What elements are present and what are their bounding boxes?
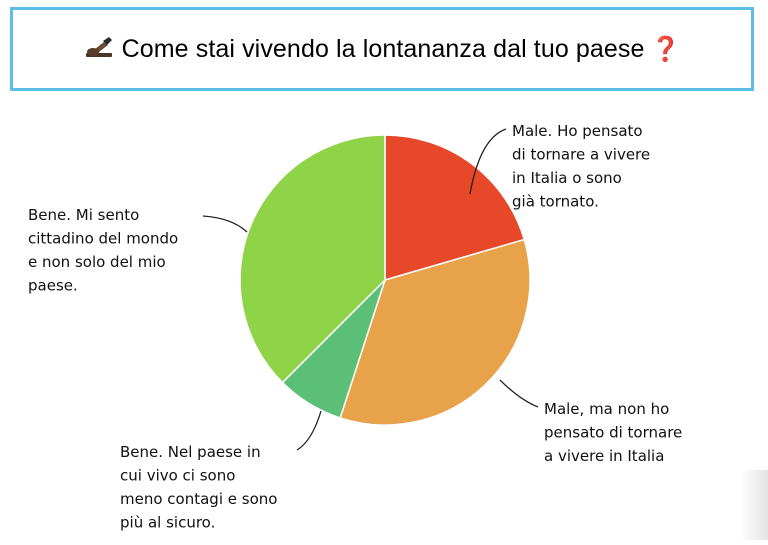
pie-slice-4 xyxy=(239,134,386,384)
edge-shadow xyxy=(740,470,768,540)
leader-line-4 xyxy=(202,215,248,233)
writing-hand-icon xyxy=(84,36,114,62)
slice-label-3: Bene. Nel paese in cui vivo ci sono meno c… xyxy=(120,443,277,532)
slice-label-2: Male, ma non ho pensato di tornare a viver… xyxy=(544,400,682,465)
title-row: Come stai vivendo la lontananza dal tuo … xyxy=(84,34,681,64)
pie-chart: Male. Ho pensato di tornare a vivere in It… xyxy=(28,122,682,532)
slice-label-1: Male. Ho pensato di tornare a vivere in It… xyxy=(512,122,650,211)
pie-slice-2 xyxy=(339,238,531,426)
pie-slice-1 xyxy=(384,134,526,281)
slice-label-4: Bene. Mi sento cittadino del mondo e non s… xyxy=(28,206,178,295)
chart-title: Come stai vivendo la lontananza dal tuo … xyxy=(121,34,645,63)
leader-line-2 xyxy=(499,379,539,408)
leader-line-3 xyxy=(296,410,322,451)
question-mark-icon: ❓ xyxy=(650,35,681,63)
title-box: Come stai vivendo la lontananza dal tuo … xyxy=(10,7,754,91)
pie-chart-area: Male. Ho pensato di tornare a vivere in It… xyxy=(0,96,768,540)
leader-line-1 xyxy=(469,128,507,195)
